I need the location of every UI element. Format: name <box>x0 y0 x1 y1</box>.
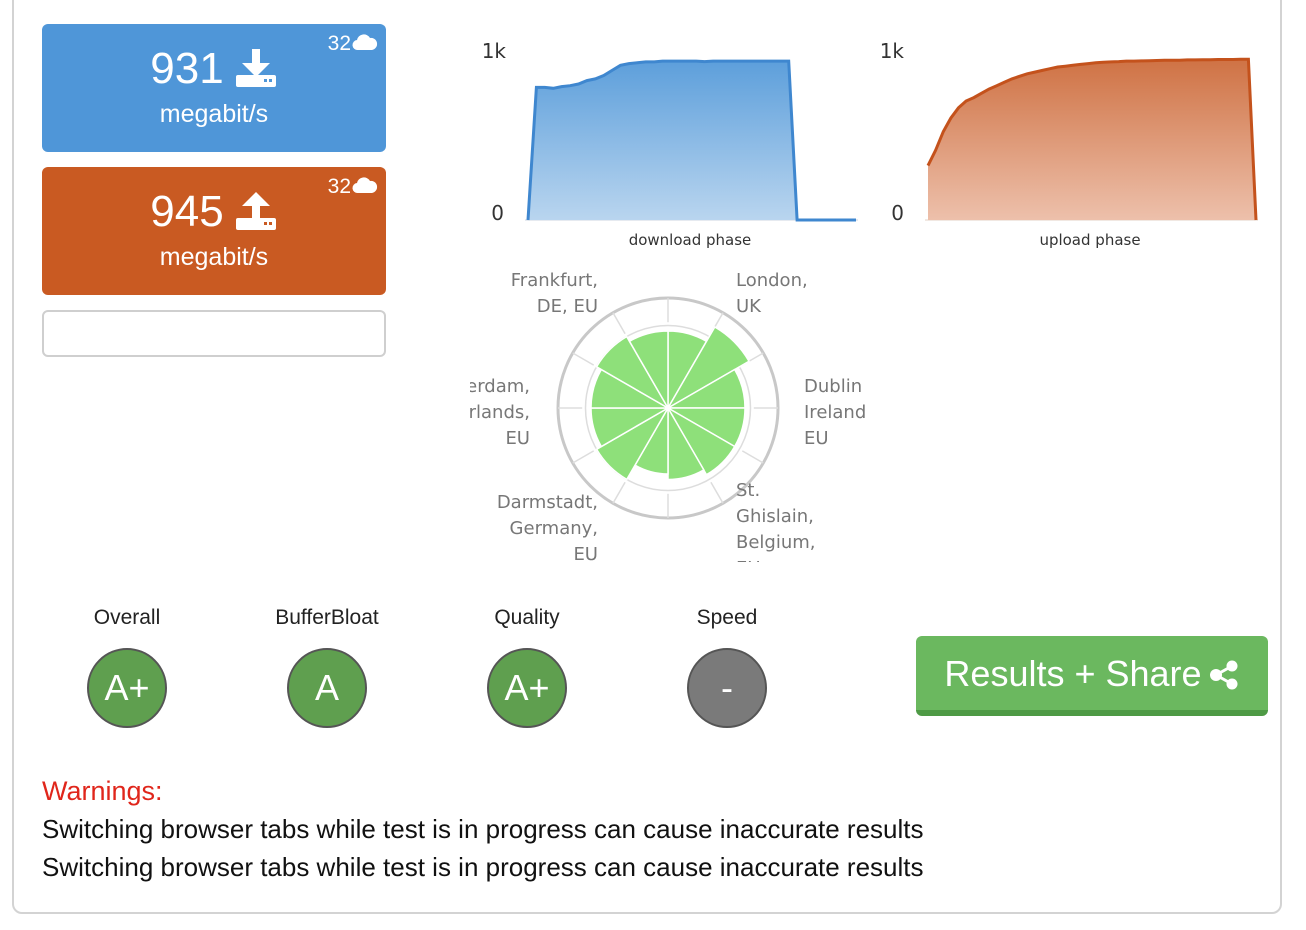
polar-slice <box>628 330 669 411</box>
polar-slice <box>595 335 671 411</box>
warning-line: Switching browser tabs while test is in … <box>42 814 924 844</box>
grade-badge-speed: - <box>687 648 767 728</box>
upload-speed-value-row: 945 <box>42 187 386 243</box>
download-speed-unit: megabit/s <box>159 100 269 128</box>
warnings-title: Warnings: <box>42 776 163 806</box>
download-speed-value: 931 <box>150 44 224 93</box>
polar-slice <box>665 405 736 476</box>
upload-speed-value: 945 <box>150 187 224 236</box>
upload-icon <box>234 190 278 243</box>
polar-location-label: London, UK <box>736 270 808 317</box>
upload-connections: 32 <box>328 175 378 199</box>
status-field <box>42 310 386 357</box>
upload-area <box>928 59 1256 220</box>
polar-grid-ring <box>584 324 752 492</box>
polar-grid-spoke <box>572 450 595 464</box>
grade-badge-bufferbloat: A <box>287 648 367 728</box>
polar-grid-spoke <box>741 450 764 464</box>
polar-grid-spoke <box>710 481 724 504</box>
upload-y-tick-max: 1k <box>880 39 905 63</box>
download-line <box>526 59 856 222</box>
warning-line: Switching browser tabs while test is in … <box>42 852 924 882</box>
results-panel <box>12 0 1282 914</box>
polar-grid-spoke <box>612 312 626 335</box>
upload-speed-box: 32 945 megabit/s <box>42 167 386 295</box>
download-speed-box: 32 931 megabit/s <box>42 24 386 152</box>
upload-speed-unit: megabit/s <box>159 243 269 271</box>
download-phase-chart: 1k 0 download phase <box>482 39 858 249</box>
download-icon <box>234 47 278 100</box>
polar-slice <box>595 405 671 481</box>
download-y-tick-min: 0 <box>491 201 504 225</box>
polar-location-label: Frankfurt, DE, EU <box>511 270 598 317</box>
polar-location-label: Amsterdam,Netherlands,EU <box>470 376 530 449</box>
results-share-label: Results + Share <box>944 653 1202 694</box>
grade-label-overall: Overall <box>93 606 161 629</box>
download-area <box>528 61 856 220</box>
grade-badge-quality: A+ <box>487 648 567 728</box>
cloud-icon <box>352 34 378 51</box>
polar-grid-spoke <box>572 352 595 366</box>
upload-x-label: upload phase <box>1039 231 1140 249</box>
grade-label-bufferbloat: BufferBloat <box>275 606 379 629</box>
upload-y-tick-min: 0 <box>891 201 904 225</box>
polar-location-label: Dublin Ireland EU <box>804 376 866 449</box>
polar-location-label: Darmstadt, Germany, EU <box>497 492 598 562</box>
download-connections: 32 <box>328 32 378 56</box>
download-connections-count: 32 <box>327 32 351 55</box>
results-share-button[interactable]: Results + Share <box>916 636 1268 716</box>
polar-grid-spoke <box>612 481 626 504</box>
download-y-tick-max: 1k <box>482 39 507 63</box>
server-locations-polar-chart: Frankfurt, DE, EU London, UK Dublin Ireland EU… <box>470 270 866 562</box>
download-x-label: download phase <box>629 231 752 249</box>
upload-phase-chart: 1k 0 upload phase <box>880 39 1258 249</box>
polar-location-label: St.Ghislain,Belgium,EU <box>736 480 816 562</box>
grade-label-speed: Speed <box>696 606 758 629</box>
grade-badge-overall: A+ <box>87 648 167 728</box>
upload-line <box>926 57 1258 221</box>
share-icon <box>1209 660 1238 690</box>
cloud-icon <box>352 177 378 194</box>
polar-slice <box>667 405 705 481</box>
download-speed-value-row: 931 <box>42 44 386 100</box>
grade-label-quality: Quality <box>494 606 560 629</box>
polar-slice <box>665 325 751 411</box>
upload-connections-count: 32 <box>327 175 351 198</box>
